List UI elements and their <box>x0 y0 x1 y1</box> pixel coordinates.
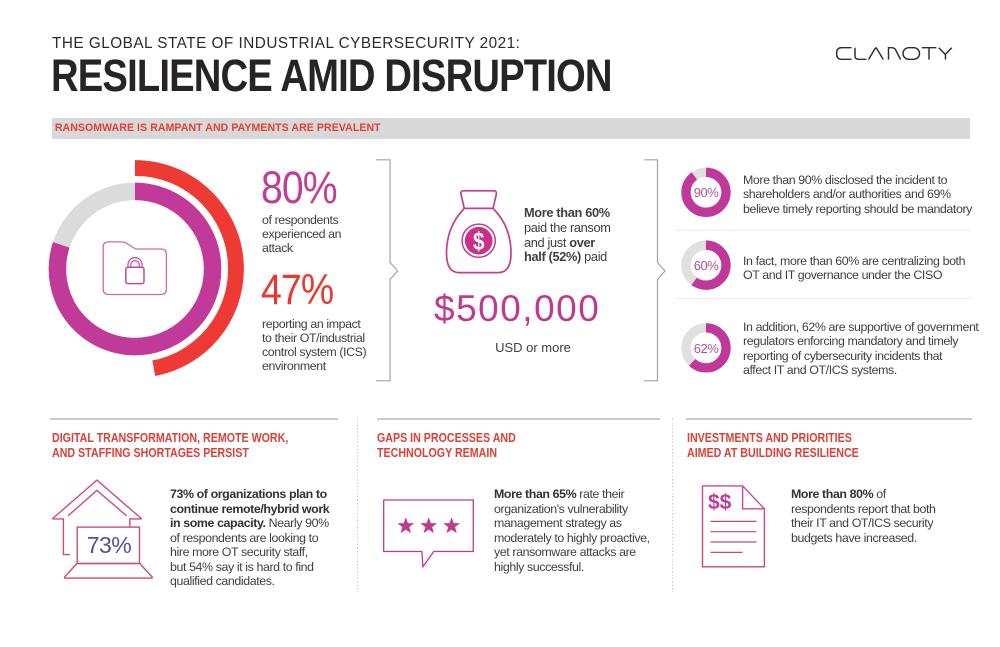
svg-text:$$: $$ <box>708 491 732 514</box>
svg-text:$: $ <box>473 228 485 256</box>
